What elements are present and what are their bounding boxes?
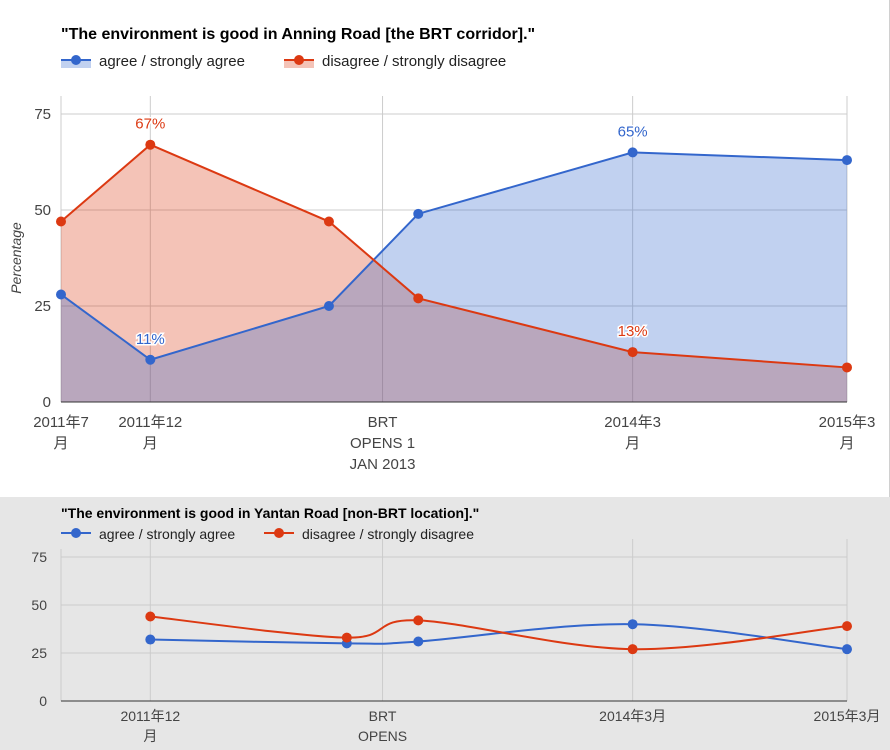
y-tick-label: 0 [43,394,51,411]
x-tick-label: OPENS [358,728,407,744]
data-point[interactable] [145,611,156,622]
legend-label: disagree / strongly disagree [322,53,506,70]
x-tick-label: BRT [368,414,398,431]
series-area [61,144,847,402]
data-point[interactable] [323,301,334,311]
data-label: 65% [618,123,648,140]
x-tick-label: 2011年12 [120,708,180,724]
data-point[interactable] [56,289,66,300]
anning-road-chart: "The environment is good in Anning Road … [8,0,890,497]
data-point[interactable] [842,644,852,655]
data-point[interactable] [627,619,638,630]
data-label: 67% [135,116,165,133]
x-tick-label: 月 [143,728,157,744]
yantan-road-chart-svg: "The environment is good in Yantan Road … [31,505,881,744]
data-label: 11% [136,331,165,348]
data-point[interactable] [145,139,156,150]
data-point[interactable] [842,362,852,373]
data-point[interactable] [323,216,334,227]
data-point[interactable] [627,147,638,158]
x-tick-label: 月 [839,435,854,452]
x-tick-label: JAN 2013 [350,456,416,473]
legend-marker [294,55,304,65]
data-point[interactable] [413,293,424,304]
data-point[interactable] [56,216,66,227]
data-point[interactable] [627,347,638,358]
legend-item: agree / strongly agree [61,53,245,70]
data-point[interactable] [627,644,638,655]
data-point[interactable] [413,615,424,626]
legend-marker [71,528,81,538]
x-tick-label: OPENS 1 [350,435,415,452]
data-label: 13% [618,323,648,340]
data-point[interactable] [413,636,424,647]
legend-label: disagree / strongly disagree [302,526,474,542]
x-tick-label: 2014年3月 [599,708,666,724]
data-point[interactable] [341,632,352,643]
chart-title: "The environment is good in Anning Road … [61,26,535,43]
data-point[interactable] [145,354,156,365]
x-tick-label: BRT [369,708,397,724]
yantan-road-chart: "The environment is good in Yantan Road … [0,497,890,750]
legend-marker [274,528,284,538]
legend-label: agree / strongly agree [99,526,235,542]
chart-title: "The environment is good in Yantan Road … [61,505,479,521]
x-tick-label: 2011年12 [118,414,182,431]
data-point[interactable] [842,155,852,166]
x-tick-label: 月 [143,435,158,452]
x-tick-label: 月 [625,435,640,452]
y-tick-label: 25 [31,645,47,661]
legend-label: agree / strongly agree [99,53,245,70]
y-tick-label: 75 [31,549,47,565]
x-tick-label: 2015年3月 [814,708,881,724]
series-line [150,615,848,651]
anning-road-chart-svg: "The environment is good in Anning Road … [8,26,876,473]
series-line [150,623,848,651]
x-tick-label: 月 [53,435,68,452]
x-tick-label: 2011年7 [33,414,89,431]
y-tick-label: 50 [34,202,51,219]
series-area [61,152,847,402]
data-point[interactable] [413,208,424,219]
y-tick-label: 50 [31,597,47,613]
y-tick-label: 75 [34,106,51,123]
legend-item: disagree / strongly disagree [264,526,474,542]
legend-item: agree / strongly agree [61,526,235,542]
y-tick-label: 0 [39,693,47,709]
y-tick-label: 25 [34,298,51,315]
legend-item: disagree / strongly disagree [284,53,506,70]
data-point[interactable] [145,634,156,645]
x-tick-label: 2015年3 [819,414,876,431]
data-point[interactable] [842,621,852,632]
x-tick-label: 2014年3 [604,414,661,431]
series-line [60,143,848,369]
legend-marker [71,55,81,65]
y-axis-label: Percentage [8,222,24,294]
